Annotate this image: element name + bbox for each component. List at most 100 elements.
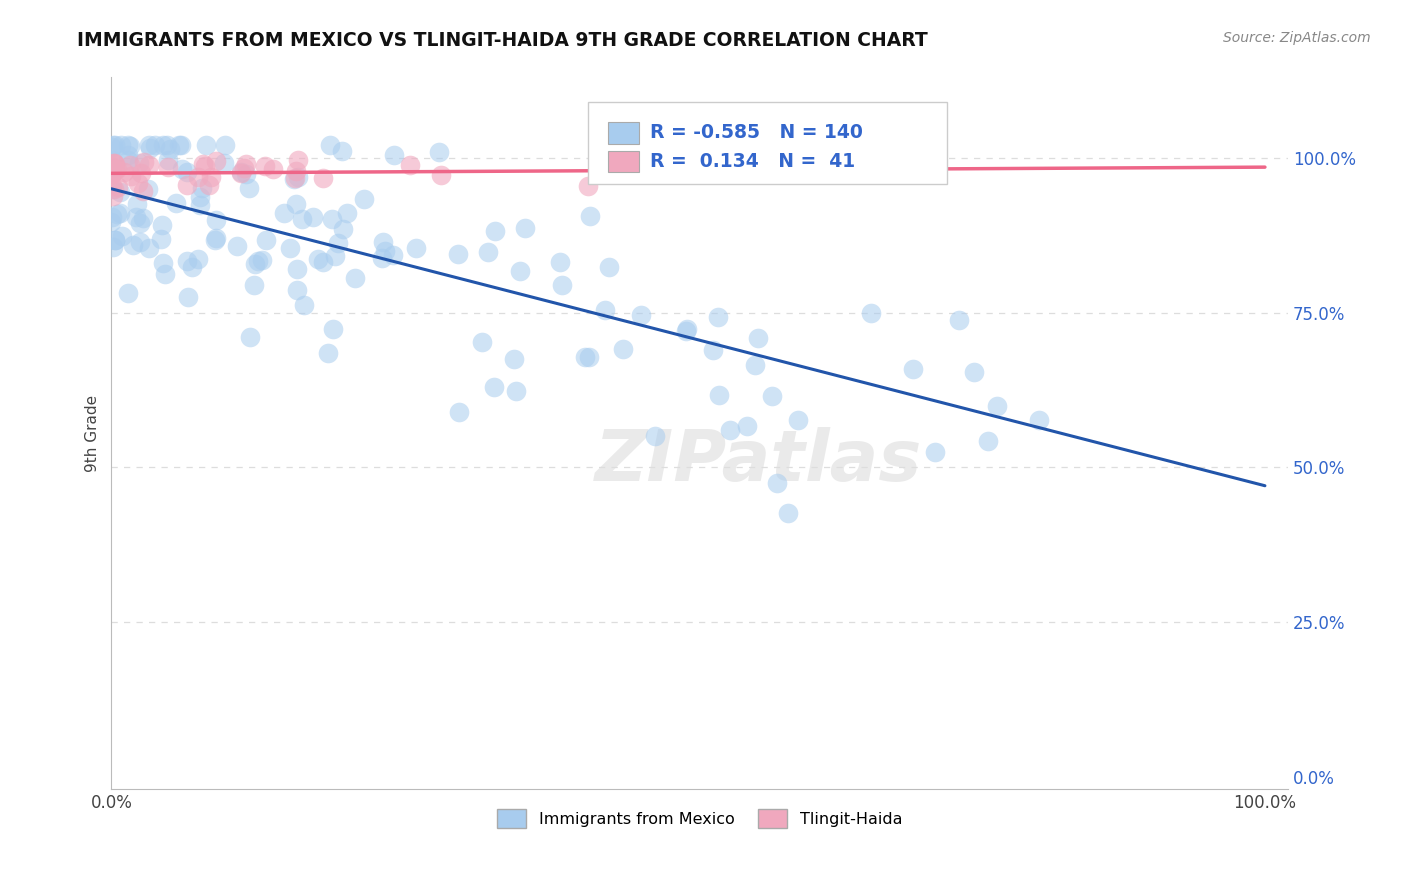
Point (312, 171, 335, 186)
Point (787, 412, 810, 426)
Point (245, 257, 267, 271)
Point (129, 235, 152, 249)
Point (242, 277, 264, 292)
Point (100, 211, 122, 225)
Point (117, 286, 139, 301)
Point (177, 290, 200, 304)
Point (551, 277, 574, 292)
Point (117, 138, 139, 153)
Point (194, 159, 217, 173)
Text: ZIPatlas: ZIPatlas (595, 427, 922, 496)
Point (707, 388, 730, 402)
Point (125, 211, 148, 225)
Point (167, 138, 190, 153)
Bar (607, 151, 638, 172)
Point (187, 252, 209, 267)
FancyBboxPatch shape (588, 103, 946, 184)
Point (104, 233, 127, 247)
Point (181, 260, 204, 274)
Point (205, 153, 228, 168)
Point (176, 254, 198, 268)
Point (128, 216, 150, 230)
Point (110, 138, 132, 153)
Point (903, 362, 925, 376)
Point (101, 189, 124, 203)
Point (103, 163, 125, 178)
Point (291, 212, 314, 227)
Point (1028, 413, 1050, 427)
Point (399, 158, 422, 172)
Point (744, 358, 766, 372)
Point (332, 222, 354, 236)
Point (273, 205, 295, 219)
Point (285, 163, 308, 178)
Point (371, 235, 394, 249)
Point (430, 168, 453, 182)
Point (307, 252, 329, 266)
Point (190, 190, 212, 204)
Point (132, 211, 155, 225)
Point (155, 268, 177, 282)
Point (139, 141, 162, 155)
Point (127, 176, 149, 190)
Point (152, 256, 174, 270)
Point (101, 167, 124, 181)
Point (316, 346, 339, 360)
Point (214, 156, 236, 170)
Point (195, 138, 218, 153)
Point (321, 212, 343, 227)
Point (612, 342, 634, 356)
Point (100, 215, 122, 229)
Point (550, 254, 572, 268)
Point (118, 138, 141, 153)
Point (509, 263, 531, 277)
Point (382, 147, 405, 161)
Point (287, 169, 309, 184)
Point (157, 161, 180, 175)
Point (630, 308, 652, 322)
Point (344, 271, 367, 285)
Point (239, 330, 262, 344)
Point (200, 169, 222, 184)
Point (924, 445, 946, 459)
Point (948, 313, 970, 327)
Point (103, 161, 125, 176)
Point (101, 182, 124, 196)
Point (319, 138, 342, 153)
Point (859, 306, 882, 320)
Point (204, 213, 226, 227)
Point (122, 237, 145, 252)
Point (353, 193, 375, 207)
Point (101, 153, 124, 168)
Point (138, 241, 160, 255)
Point (735, 419, 758, 434)
Bar (607, 122, 638, 144)
Point (232, 161, 254, 176)
Point (138, 158, 160, 172)
Point (176, 165, 198, 179)
Point (104, 138, 127, 153)
Point (117, 153, 139, 168)
Point (100, 139, 122, 153)
Point (254, 233, 277, 247)
Point (108, 206, 131, 220)
Point (170, 161, 193, 176)
Point (503, 351, 526, 366)
Point (718, 424, 741, 438)
Point (156, 138, 179, 153)
Point (322, 322, 344, 336)
Point (246, 253, 269, 268)
Point (285, 283, 308, 297)
Point (132, 184, 155, 198)
Point (381, 248, 404, 262)
Point (977, 434, 1000, 449)
Point (165, 195, 187, 210)
Point (578, 350, 600, 364)
Point (187, 170, 209, 185)
Point (103, 156, 125, 170)
Point (598, 260, 620, 274)
Text: IMMIGRANTS FROM MEXICO VS TLINGIT-HAIDA 9TH GRADE CORRELATION CHART: IMMIGRANTS FROM MEXICO VS TLINGIT-HAIDA … (77, 31, 928, 50)
Point (198, 178, 221, 192)
Point (471, 334, 494, 349)
Point (776, 506, 799, 520)
